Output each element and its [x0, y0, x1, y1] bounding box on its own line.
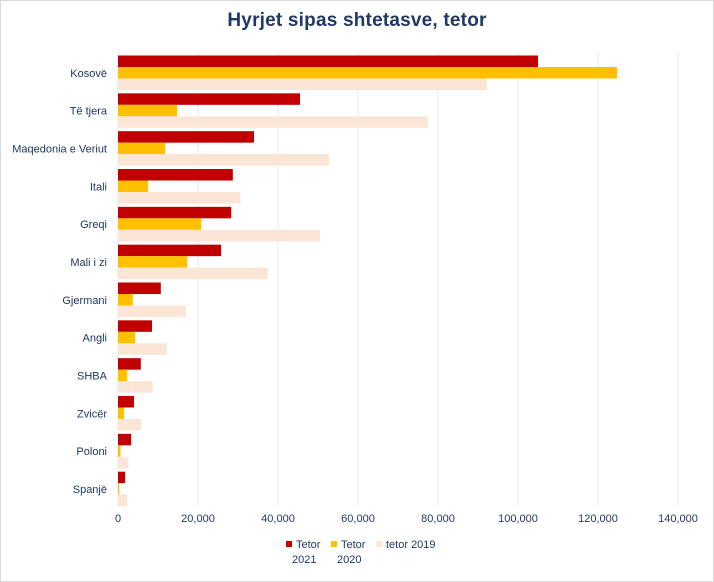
legend-swatch	[286, 541, 292, 547]
bar	[118, 471, 126, 484]
bar	[118, 358, 141, 370]
x-tick-label: 100,000	[498, 513, 538, 525]
legend-label: Tetor	[296, 539, 321, 551]
category-label: Itali	[90, 181, 107, 193]
bar	[118, 483, 120, 495]
category-label: Mali i zi	[70, 257, 107, 269]
legend-swatch	[331, 541, 337, 547]
bar	[118, 305, 186, 317]
bar	[118, 180, 148, 192]
bar	[118, 55, 538, 67]
category-label: Poloni	[76, 446, 107, 458]
bar	[118, 116, 428, 128]
legend-swatch	[376, 541, 382, 547]
bar	[118, 78, 487, 90]
bar	[118, 93, 300, 105]
category-label: Kosovë	[70, 68, 107, 80]
bar	[118, 320, 152, 332]
x-tick-label: 120,000	[578, 513, 618, 525]
legend-label: Tetor	[341, 539, 366, 551]
bar	[118, 267, 268, 280]
x-tick-labels: 0 20,000 40,000 60,000 80,000 100,000 120,000 1…	[115, 513, 698, 525]
category-label: Greqi	[80, 219, 107, 231]
category-labels: Kosovë Të tjera Maqedonia e Veriut Itali Gre…	[12, 68, 108, 496]
bar	[118, 104, 178, 117]
legend-label: tetor 2019	[386, 539, 436, 551]
bar	[118, 154, 330, 166]
bar	[118, 282, 161, 294]
x-tick-label: 0	[115, 513, 121, 525]
bar	[118, 445, 121, 457]
bar	[118, 169, 233, 181]
category-label: Gjermani	[62, 295, 107, 307]
x-tick-label: 140,000	[658, 513, 698, 525]
bar	[118, 67, 618, 79]
x-tick-label: 40,000	[261, 513, 295, 525]
bar	[118, 142, 166, 155]
legend-label: 2021	[292, 554, 316, 566]
category-label: SHBA	[77, 370, 108, 382]
category-label: Zvicër	[77, 408, 107, 420]
grid-lines	[117, 52, 679, 506]
bar	[118, 206, 232, 219]
x-tick-label: 80,000	[421, 513, 455, 525]
category-label: Angli	[83, 333, 107, 345]
bar	[118, 433, 132, 446]
bar	[118, 331, 136, 344]
bar	[118, 343, 167, 355]
bar	[118, 244, 222, 257]
legend: Tetor 2021 Tetor 2020 tetor 2019	[286, 539, 436, 566]
bar	[118, 396, 134, 408]
x-tick-label: 20,000	[181, 513, 215, 525]
bar	[118, 494, 128, 507]
bar	[118, 381, 153, 393]
category-label: Të tjera	[70, 106, 108, 118]
bar	[118, 192, 241, 204]
category-label: Maqedonia e Veriut	[12, 143, 107, 155]
bar	[118, 369, 128, 382]
bar	[118, 419, 142, 431]
bar	[118, 218, 202, 230]
bar	[118, 229, 320, 242]
bars	[118, 55, 618, 507]
bar	[118, 456, 129, 469]
bar	[118, 294, 133, 306]
bar	[118, 256, 188, 268]
chart-title: Hyrjet sipas shtetasve, tetor	[227, 10, 487, 31]
category-label: Spanjë	[73, 484, 107, 496]
bar	[118, 131, 254, 143]
x-tick-label: 60,000	[341, 513, 375, 525]
bar	[118, 407, 124, 419]
legend-label: 2020	[337, 554, 361, 566]
